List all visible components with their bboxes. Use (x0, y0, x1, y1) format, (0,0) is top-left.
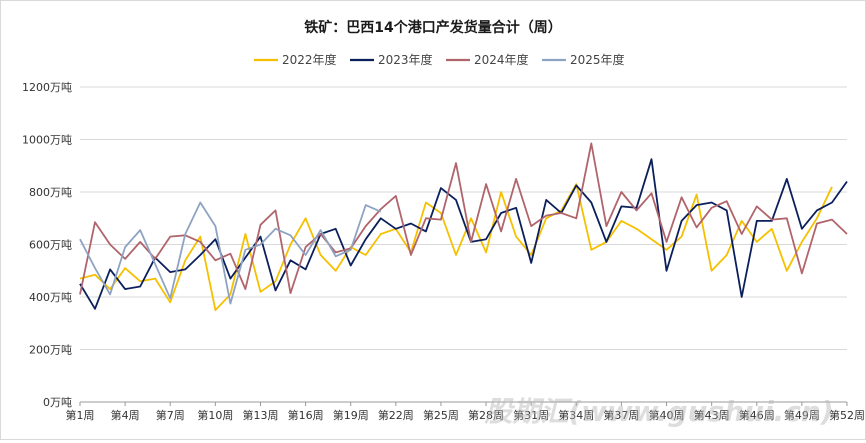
x-tick-label: 第40周 (649, 408, 685, 422)
x-tick-label: 第25周 (423, 408, 459, 422)
chart-title: 铁矿：巴西14个港口产发货量合计（周） (304, 19, 561, 36)
series-line-2025年度 (79, 201, 382, 305)
legend-label: 2023年度 (378, 52, 433, 67)
legend-label: 2024年度 (474, 52, 529, 67)
y-axis: 0万吨 200万吨 400万吨 600万吨 800万吨 1000万吨 1200万吨 (22, 81, 72, 409)
legend-label: 2025年度 (570, 52, 625, 67)
y-tick-label: 1200万吨 (22, 81, 72, 94)
x-tick-label: 第7周 (156, 408, 185, 422)
x-tick-label: 第22周 (378, 408, 414, 422)
y-tick-label: 800万吨 (29, 186, 72, 199)
legend-label: 2022年度 (282, 52, 337, 67)
x-tick-label: 第4周 (111, 408, 140, 422)
x-tick-label: 第1周 (66, 408, 95, 422)
y-tick-label: 0万吨 (43, 396, 72, 409)
x-tick-label: 第13周 (242, 408, 278, 422)
x-tick-label: 第19周 (333, 408, 369, 422)
x-tick-label: 第34周 (558, 408, 594, 422)
series-line-2023年度 (79, 158, 848, 310)
y-tick-label: 600万吨 (29, 239, 72, 252)
x-tick-label: 第49周 (784, 408, 820, 422)
x-tick-label: 第31周 (513, 408, 549, 422)
x-tick-label: 第10周 (197, 408, 233, 422)
series-line-2022年度 (79, 183, 833, 311)
x-axis: 第1周 第4周 第7周 第10周 第13周 第16周 第19周 第22周 第25周 第28周 第31… (66, 402, 865, 422)
x-tick-label: 第43周 (694, 408, 730, 422)
series-line-2024年度 (79, 142, 848, 295)
x-tick-label: 第52周 (829, 408, 865, 422)
y-tick-label: 1000万吨 (22, 134, 72, 147)
gridlines (80, 86, 847, 403)
watermark: 股期汇(www.gushui.cn) (483, 395, 833, 428)
y-tick-label: 200万吨 (29, 344, 72, 357)
y-tick-label: 400万吨 (29, 291, 72, 304)
x-tick-label: 第37周 (603, 408, 639, 422)
legend: 2022年度 2023年度 2024年度 2025年度 (254, 52, 625, 67)
x-tick-label: 第16周 (288, 408, 324, 422)
x-tick-label: 第46周 (739, 408, 775, 422)
series-group (79, 142, 848, 311)
x-tick-label: 第28周 (468, 408, 504, 422)
